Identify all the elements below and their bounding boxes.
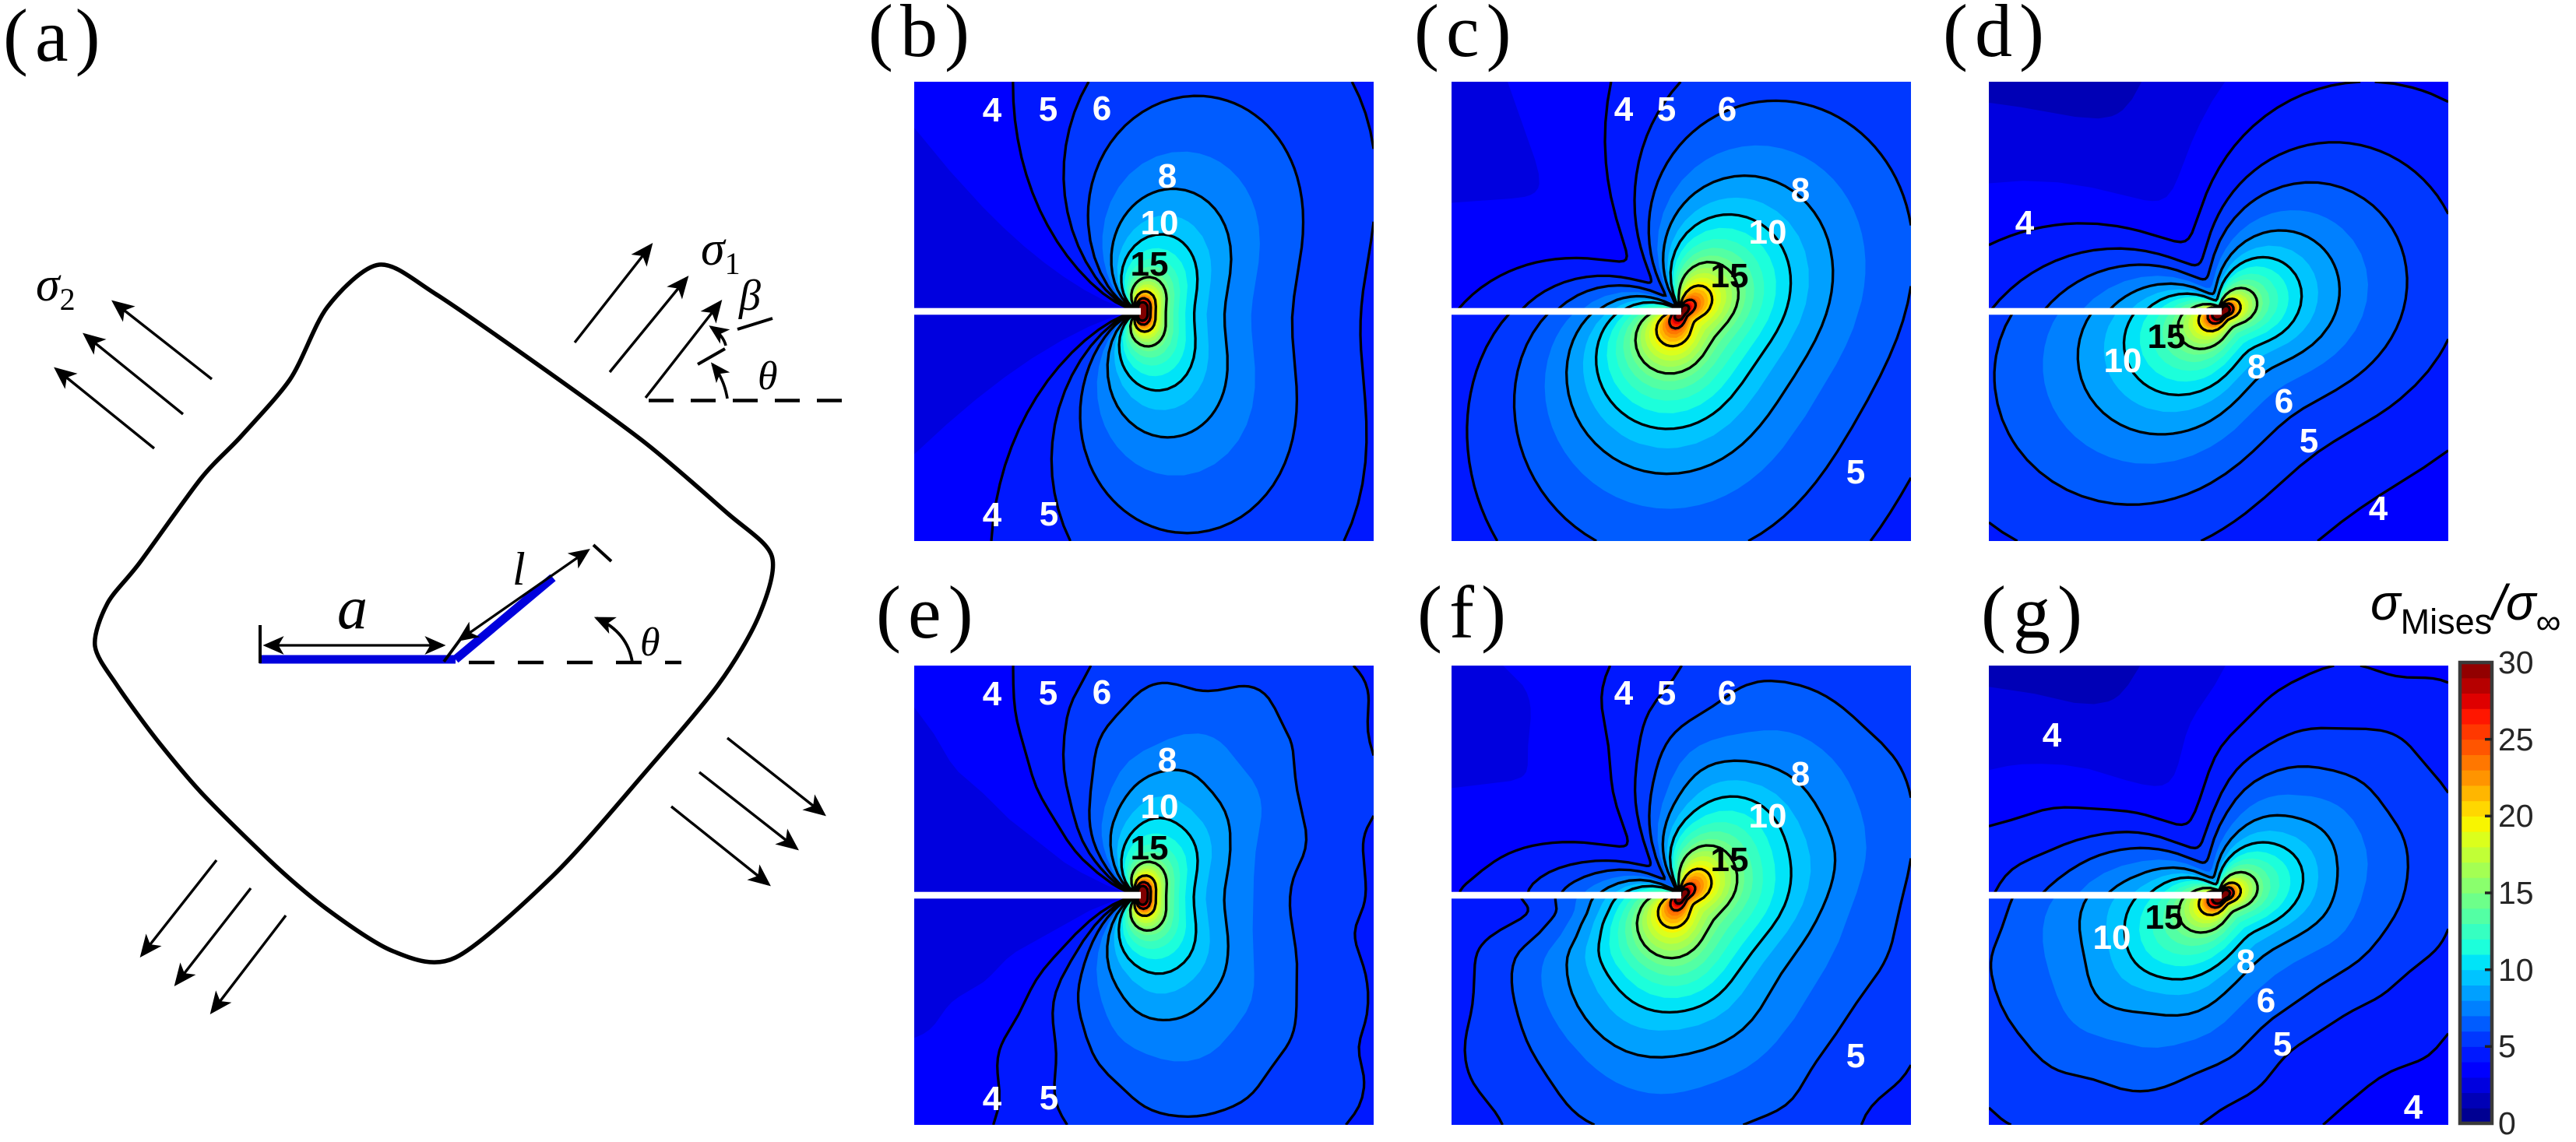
svg-text:5: 5	[1039, 674, 1057, 712]
svg-text:8: 8	[1791, 755, 1810, 793]
svg-text:4: 4	[983, 1080, 1002, 1118]
svg-text:5: 5	[1657, 674, 1676, 712]
svg-text:σ2: σ2	[36, 258, 76, 317]
svg-text:5: 5	[2300, 422, 2318, 460]
svg-text:4: 4	[1614, 674, 1634, 712]
svg-text:8: 8	[2236, 943, 2255, 981]
svg-text:4: 4	[983, 675, 1002, 713]
svg-text:10: 10	[2104, 342, 2142, 380]
svg-text:10: 10	[1141, 788, 1179, 826]
svg-text:10: 10	[1141, 204, 1179, 242]
svg-text:θ: θ	[640, 620, 660, 665]
svg-text:4: 4	[1614, 90, 1634, 128]
svg-text:θ: θ	[758, 354, 778, 399]
svg-text:6: 6	[1093, 90, 1111, 128]
svg-text:15: 15	[2148, 318, 2186, 356]
svg-text:4: 4	[2404, 1088, 2423, 1125]
svg-text:10: 10	[1749, 213, 1787, 251]
svg-text:6: 6	[2275, 382, 2293, 420]
svg-text:5: 5	[2273, 1025, 2292, 1063]
svg-text:4: 4	[2015, 204, 2035, 242]
svg-text:5: 5	[1040, 1079, 1058, 1117]
svg-text:5: 5	[1039, 90, 1057, 128]
svg-text:5: 5	[1657, 90, 1676, 128]
svg-text:4: 4	[983, 91, 1002, 129]
svg-text:8: 8	[1158, 741, 1177, 779]
svg-text:5: 5	[1846, 453, 1865, 491]
svg-text:4: 4	[2043, 716, 2062, 754]
svg-text:8: 8	[1791, 171, 1810, 209]
svg-text:6: 6	[1718, 90, 1737, 128]
svg-text:5: 5	[1846, 1037, 1865, 1075]
svg-text:15: 15	[1131, 829, 1169, 867]
svg-text:6: 6	[2257, 982, 2275, 1020]
svg-text:l: l	[512, 543, 526, 595]
svg-text:4: 4	[983, 496, 1002, 534]
svg-text:6: 6	[1093, 673, 1111, 712]
svg-text:8: 8	[2247, 348, 2266, 386]
svg-text:σ1: σ1	[701, 223, 741, 281]
svg-text:15: 15	[1131, 245, 1169, 283]
svg-text:a: a	[337, 574, 368, 641]
svg-text:5: 5	[1040, 495, 1058, 533]
svg-text:6: 6	[1718, 674, 1737, 712]
svg-text:β: β	[738, 272, 761, 320]
svg-text:4: 4	[2369, 490, 2388, 528]
svg-text:10: 10	[1749, 797, 1787, 835]
svg-text:15: 15	[1711, 257, 1749, 295]
svg-text:15: 15	[1711, 841, 1749, 879]
svg-text:10: 10	[2093, 919, 2131, 957]
svg-text:15: 15	[2145, 898, 2184, 936]
svg-text:8: 8	[1158, 157, 1177, 195]
